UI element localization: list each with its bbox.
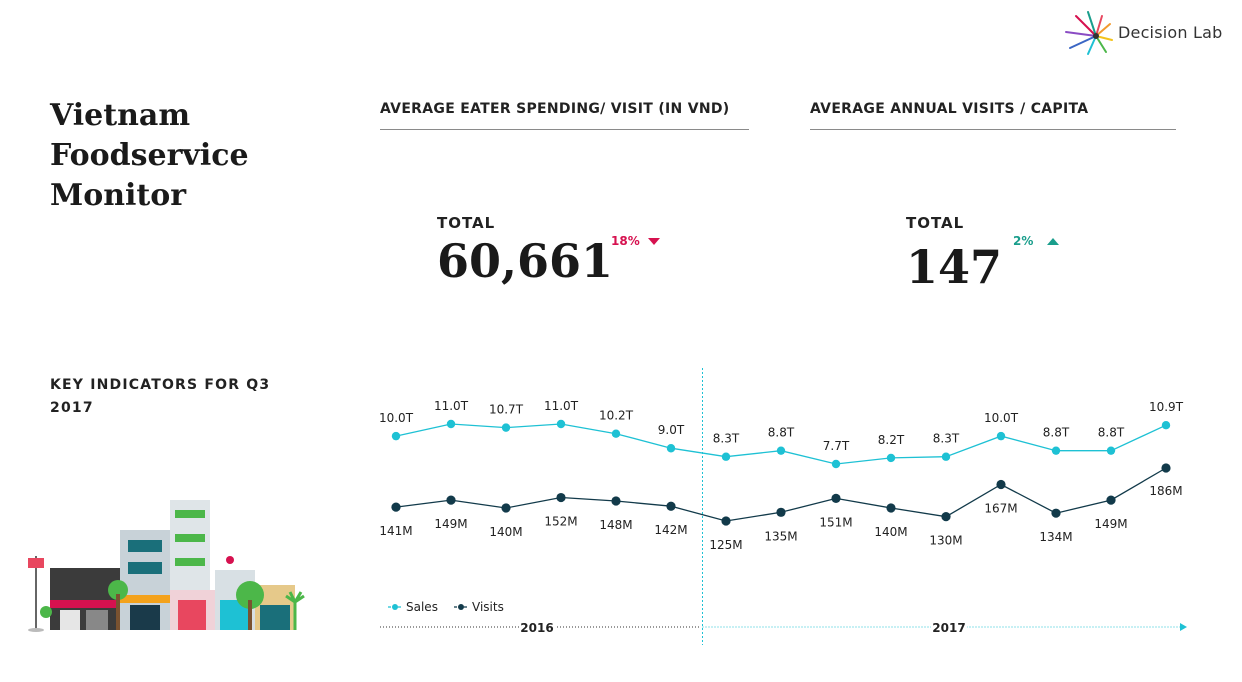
data-point-sales	[776, 446, 786, 455]
data-point-visits	[941, 512, 951, 522]
spending-total-value: 60,661	[437, 234, 614, 288]
visits-change-value: 2%	[1013, 234, 1034, 248]
data-point-sales	[996, 431, 1006, 441]
spending-divider	[380, 129, 749, 130]
data-label-visits: 167M	[984, 502, 1017, 516]
data-label-sales: 10.7T	[489, 403, 524, 417]
data-point-visits	[1051, 508, 1061, 518]
period-label-bg-2017	[931, 619, 967, 635]
data-point-sales	[666, 444, 676, 453]
brand-name: Decision Lab	[1118, 23, 1223, 42]
data-point-visits	[611, 496, 621, 506]
data-point-sales	[886, 453, 896, 463]
data-label-sales: 11.0T	[434, 399, 469, 413]
data-point-visits	[446, 495, 456, 505]
visits-divider	[810, 129, 1176, 130]
up-arrow-icon	[1047, 238, 1060, 245]
visits-heading: AVERAGE ANNUAL VISITS / CAPITA	[810, 101, 1089, 117]
data-point-visits	[996, 479, 1006, 490]
data-point-visits	[831, 493, 841, 504]
data-point-sales	[556, 419, 566, 429]
data-label-visits: 152M	[544, 515, 577, 529]
data-point-visits	[501, 503, 511, 513]
data-point-sales	[831, 459, 841, 469]
data-point-visits	[886, 503, 896, 513]
page-title: Vietnam Foodservice Monitor	[50, 98, 249, 213]
data-label-sales: 8.8T	[768, 426, 795, 440]
data-point-sales	[391, 431, 401, 441]
data-point-visits	[556, 492, 566, 503]
key-indicators-heading: KEY INDICATORS FOR Q3 2017	[50, 377, 271, 416]
period-label-bg-2016	[519, 619, 555, 635]
data-label-sales: 9.0T	[658, 423, 685, 437]
data-point-sales	[941, 452, 951, 461]
data-label-visits: 141M	[379, 524, 412, 538]
data-point-visits	[776, 507, 786, 517]
data-label-visits: 135M	[764, 529, 797, 543]
street-buildings-illustration	[28, 500, 305, 632]
data-label-visits: 142M	[654, 523, 687, 537]
data-point-visits	[1106, 495, 1116, 505]
data-label-visits: 125M	[709, 538, 742, 552]
data-label-visits: 151M	[819, 515, 852, 529]
data-label-sales: 7.7T	[823, 439, 850, 453]
data-label-sales: 10.0T	[984, 411, 1019, 425]
data-point-visits	[721, 516, 731, 526]
spending-total-label: TOTAL	[437, 214, 496, 232]
legend-label-sales: Sales	[406, 600, 438, 614]
data-point-visits	[1161, 463, 1171, 473]
spending-change-value: 18%	[611, 234, 640, 248]
data-point-sales	[1106, 446, 1116, 455]
data-label-visits: 148M	[599, 518, 632, 532]
data-label-sales: 8.8T	[1098, 426, 1125, 440]
spending-heading: AVERAGE EATER SPENDING/ VISIT (IN VND)	[380, 101, 730, 117]
period-label-2017: 2017	[932, 621, 965, 635]
data-label-sales: 10.9T	[1149, 400, 1184, 414]
visits-change-badge: 2%	[1013, 234, 1060, 248]
legend-label-visits: Visits	[472, 600, 504, 614]
data-label-visits: 186M	[1149, 484, 1182, 498]
spending-change-badge: 18%	[611, 234, 660, 248]
data-label-visits: 130M	[929, 534, 962, 548]
data-label-visits: 140M	[874, 525, 907, 539]
data-label-sales: 8.3T	[713, 432, 740, 446]
data-label-sales: 10.0T	[379, 411, 414, 425]
down-arrow-icon	[647, 238, 660, 245]
data-label-sales: 8.3T	[933, 432, 960, 446]
data-point-sales	[611, 429, 621, 438]
data-label-sales: 11.0T	[544, 399, 579, 413]
data-label-sales: 8.2T	[878, 433, 905, 447]
visits-total-label: TOTAL	[906, 214, 965, 232]
data-label-visits: 149M	[1094, 517, 1127, 531]
visits-total-value: 147	[906, 240, 1003, 294]
legend-marker-visits	[458, 604, 464, 610]
data-point-sales	[721, 452, 731, 461]
legend-marker-sales	[392, 604, 398, 610]
data-point-visits	[666, 501, 676, 511]
period-label-2016: 2016	[520, 621, 553, 635]
decision-lab-logo: Decision Lab	[1062, 10, 1232, 56]
data-point-sales	[446, 419, 456, 429]
data-point-sales	[501, 423, 511, 432]
data-point-visits	[391, 502, 401, 512]
data-label-visits: 134M	[1039, 530, 1072, 544]
data-label-visits: 140M	[489, 525, 522, 539]
starburst-icon	[1065, 11, 1113, 55]
data-label-sales: 8.8T	[1043, 426, 1070, 440]
data-label-visits: 149M	[434, 517, 467, 531]
data-label-sales: 10.2T	[599, 409, 634, 423]
data-point-sales	[1051, 446, 1061, 455]
data-point-sales	[1161, 421, 1171, 430]
period-axis-arrow-icon	[1180, 623, 1187, 631]
